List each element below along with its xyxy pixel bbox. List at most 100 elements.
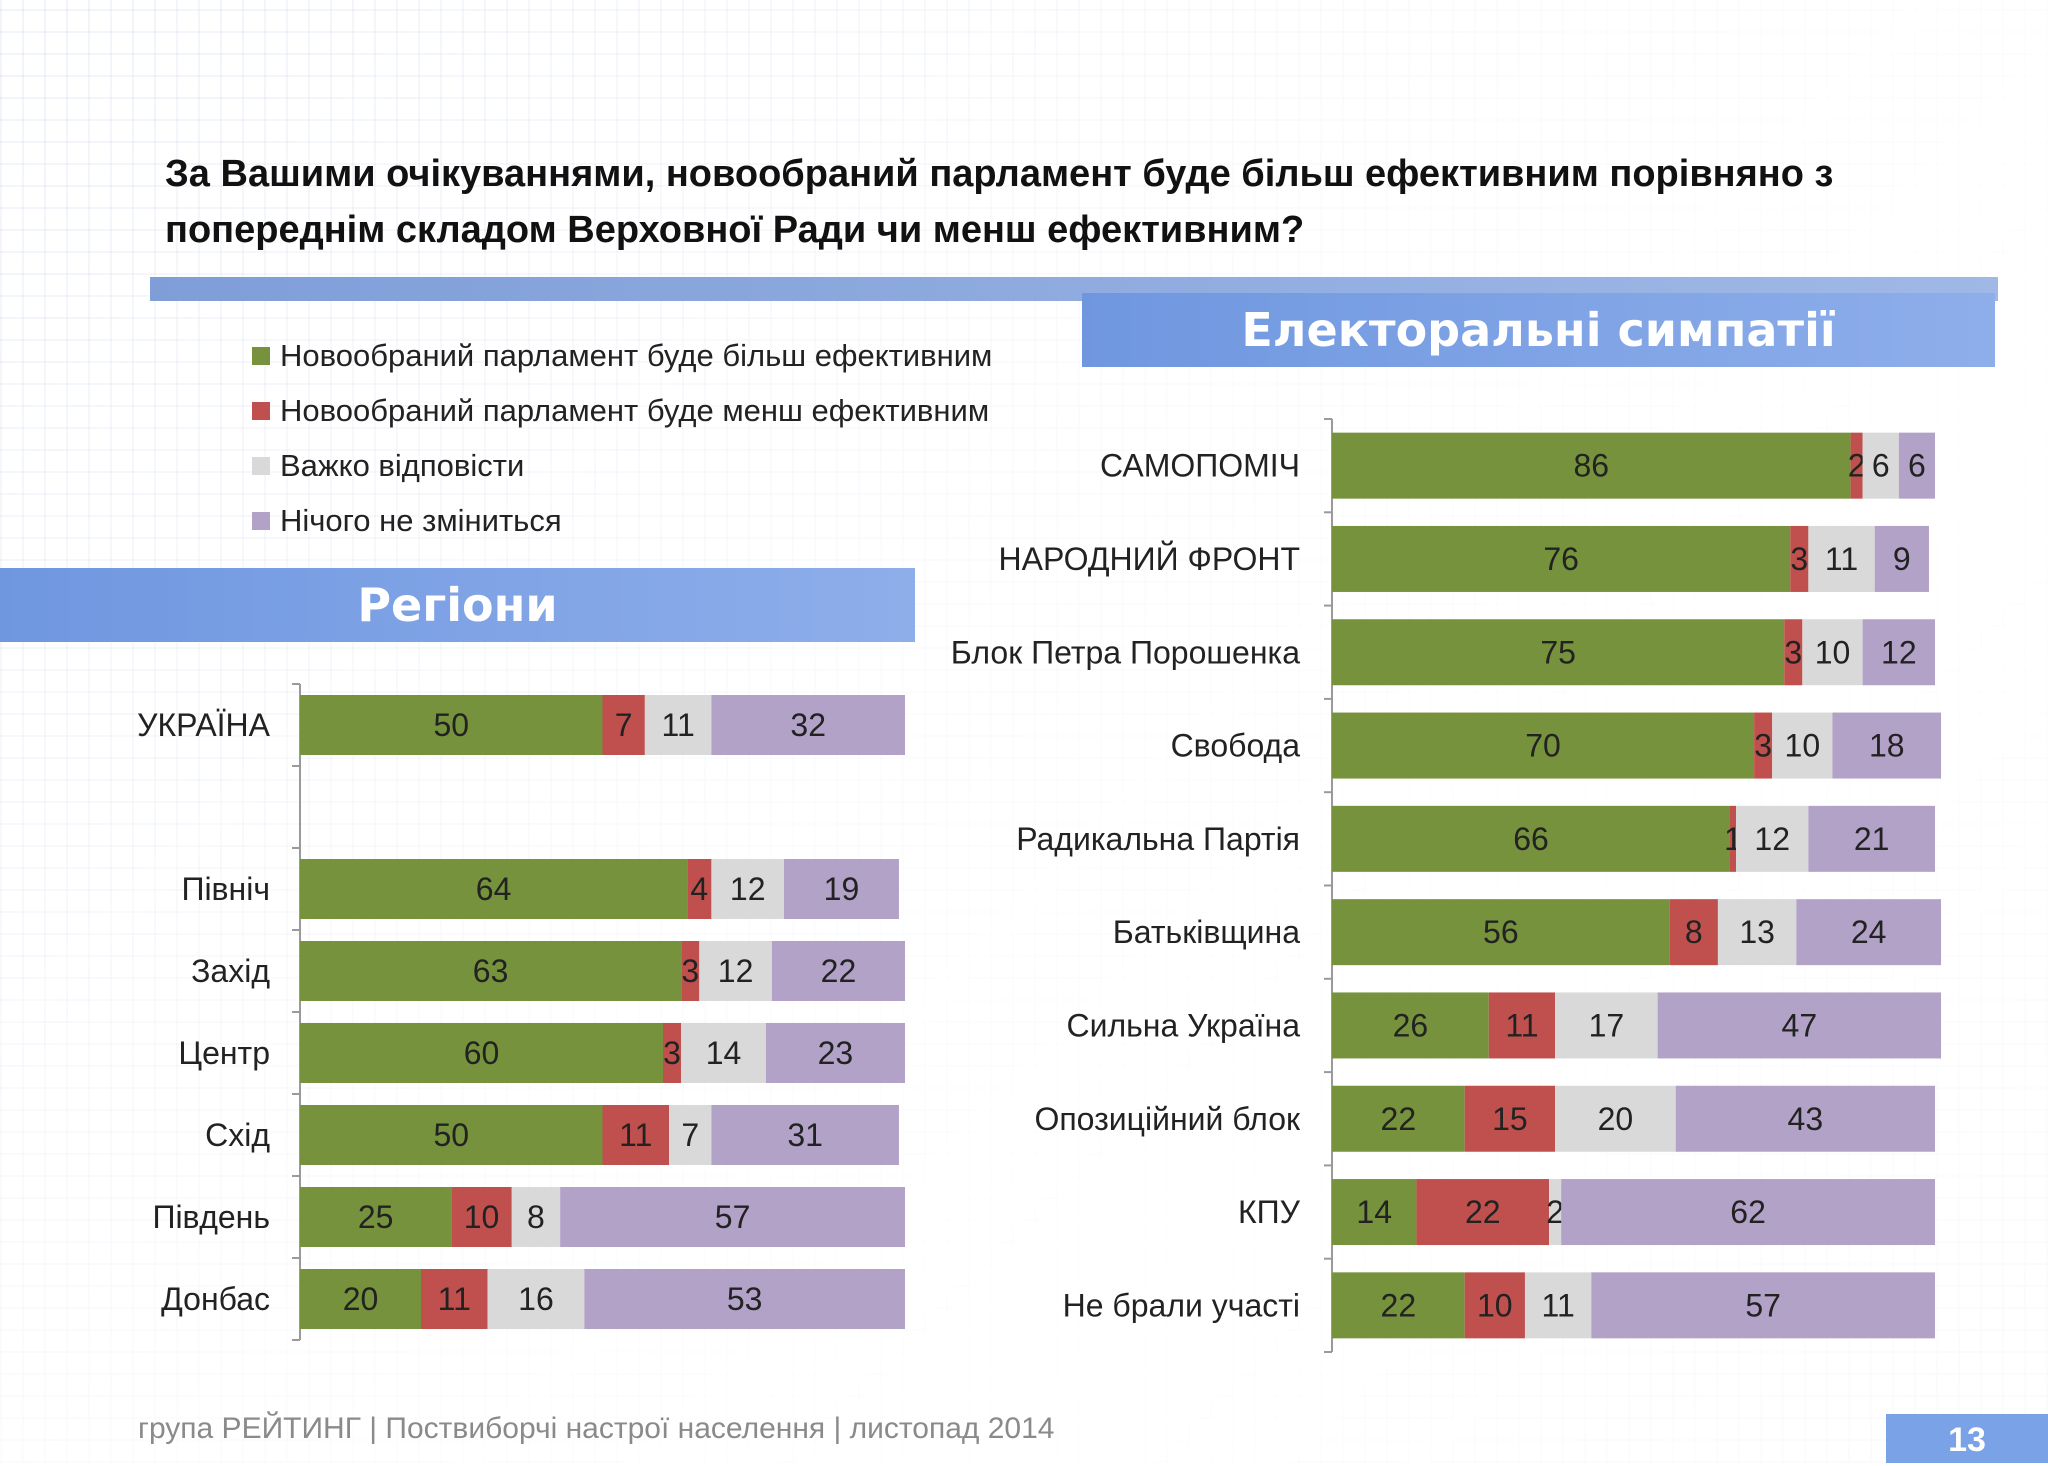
data-label: 2 (1546, 1194, 1564, 1230)
bar-segment-hard-to-say (1555, 1085, 1676, 1152)
bar-segment-hard-to-say (1808, 525, 1875, 592)
data-label: 13 (1739, 914, 1775, 950)
data-label: 6 (1908, 448, 1926, 484)
data-label: 10 (1477, 1287, 1513, 1323)
data-label: 11 (1825, 541, 1858, 577)
bar-segment-no-change (711, 695, 905, 755)
bar-segment-more-effective (300, 941, 682, 1001)
legend-swatch (252, 346, 270, 365)
bar-segment-hard-to-say (1862, 432, 1899, 499)
bar-segment-less-effective (1416, 1179, 1550, 1246)
data-label: 7 (615, 707, 633, 743)
chart-legend: Новообраний парламент буде більш ефектив… (252, 328, 992, 548)
data-label: 62 (1730, 1194, 1766, 1230)
data-label: 22 (1381, 1101, 1417, 1137)
data-label: 10 (1785, 728, 1821, 764)
data-label: 25 (358, 1199, 394, 1235)
data-label: 64 (476, 871, 512, 907)
data-label: 22 (1465, 1194, 1501, 1230)
parties-banner: Електоральні симпатії (1082, 293, 1995, 367)
bar-segment-more-effective (300, 1187, 452, 1247)
bar-segment-less-effective (1464, 1272, 1525, 1339)
bar-segment-no-change (1862, 619, 1935, 686)
data-label: 11 (438, 1281, 471, 1317)
legend-label: Нічого не зміниться (280, 502, 562, 538)
data-label: 47 (1782, 1007, 1818, 1043)
bar-segment-hard-to-say (711, 859, 784, 919)
legend-label: Новообраний парламент буде більш ефектив… (280, 337, 993, 373)
bar-segment-more-effective (300, 1105, 603, 1165)
data-label: 75 (1540, 634, 1576, 670)
data-label: 23 (818, 1035, 854, 1071)
bar-segment-hard-to-say (487, 1269, 585, 1329)
bar-segment-no-change (560, 1187, 905, 1247)
data-label: 20 (1598, 1101, 1634, 1137)
data-label: 19 (824, 871, 860, 907)
category-label: НАРОДНИЙ ФРОНТ (999, 541, 1300, 577)
data-label: 10 (464, 1199, 500, 1235)
category-label: Блок Петра Порошенка (951, 634, 1300, 670)
bar-segment-hard-to-say (1772, 712, 1833, 779)
bar-segment-no-change (1675, 1085, 1935, 1152)
data-label: 26 (1393, 1007, 1429, 1043)
bar-segment-more-effective (300, 1023, 663, 1083)
data-label: 2 (1848, 448, 1866, 484)
bar-segment-more-effective (1332, 899, 1670, 966)
bar-segment-hard-to-say (681, 1023, 766, 1083)
data-label: 3 (1784, 634, 1802, 670)
data-label: 66 (1513, 821, 1549, 857)
bar-segment-less-effective (421, 1269, 488, 1329)
data-label: 15 (1492, 1101, 1528, 1137)
data-label: 16 (518, 1281, 554, 1317)
bar-segment-hard-to-say (1555, 992, 1658, 1059)
bar-segment-hard-to-say (1549, 1179, 1562, 1246)
data-label: 7 (681, 1117, 699, 1153)
bar-segment-no-change (784, 859, 899, 919)
data-label: 57 (715, 1199, 751, 1235)
bar-segment-hard-to-say (1524, 1272, 1592, 1339)
data-label: 9 (1893, 541, 1911, 577)
data-label: 53 (727, 1281, 763, 1317)
legend-item-hard-to-say: Важко відповісти (252, 438, 992, 493)
category-label: Радикальна Партія (1016, 821, 1300, 857)
bar-segment-less-effective (1669, 899, 1718, 966)
category-label: Південь (152, 1199, 270, 1235)
legend-label: Новообраний парламент буде менш ефективн… (280, 392, 990, 428)
bar-segment-less-effective (602, 695, 645, 755)
data-label: 12 (1881, 634, 1917, 670)
data-label: 31 (787, 1117, 823, 1153)
bar-segment-more-effective (1332, 432, 1851, 499)
bar-segment-less-effective (687, 859, 712, 919)
data-label: 4 (690, 871, 708, 907)
data-label: 24 (1851, 914, 1887, 950)
bar-segment-hard-to-say (699, 941, 772, 1001)
bar-segment-hard-to-say (669, 1105, 712, 1165)
bar-segment-no-change (1796, 899, 1942, 966)
data-label: 20 (343, 1281, 379, 1317)
data-label: 86 (1573, 448, 1609, 484)
data-label: 3 (663, 1035, 681, 1071)
data-label: 3 (1790, 541, 1808, 577)
bar-segment-more-effective (1332, 992, 1489, 1059)
legend-swatch (252, 401, 270, 420)
bar-segment-less-effective (1790, 525, 1809, 592)
data-label: 50 (433, 1117, 469, 1153)
footer-text: група РЕЙТИНГ | Поствиборчі настрої насе… (138, 1412, 1055, 1445)
data-label: 63 (473, 953, 509, 989)
bar-segment-more-effective (1332, 712, 1755, 779)
data-label: 32 (790, 707, 826, 743)
bar-segment-less-effective (1464, 1085, 1556, 1152)
bar-segment-less-effective (1729, 805, 1737, 872)
survey-question: За Вашими очікуваннями, новообраний парл… (165, 153, 1834, 251)
data-label: 11 (662, 707, 695, 743)
category-label: САМОПОМІЧ (1100, 448, 1300, 484)
data-label: 12 (718, 953, 754, 989)
category-label: Сильна Україна (1066, 1007, 1300, 1043)
bar-segment-no-change (1874, 525, 1929, 592)
data-label: 11 (1505, 1007, 1538, 1043)
data-label: 14 (706, 1035, 742, 1071)
bar-segment-more-effective (300, 1269, 421, 1329)
bar-segment-less-effective (681, 941, 700, 1001)
data-label: 6 (1872, 448, 1890, 484)
